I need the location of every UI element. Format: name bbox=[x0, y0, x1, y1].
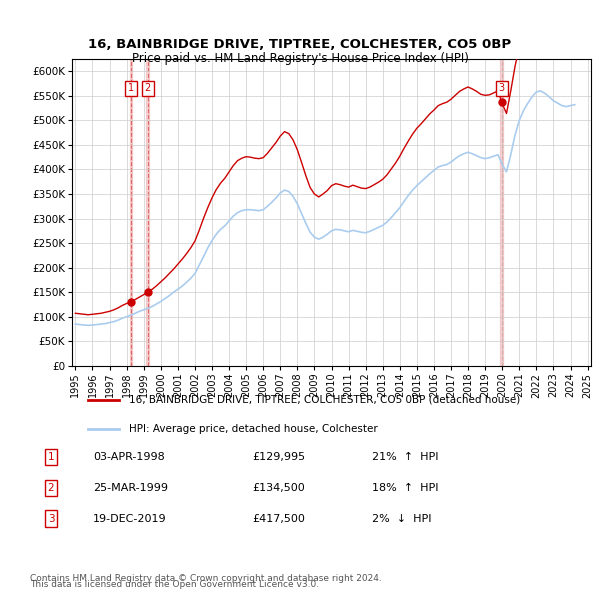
Text: 2: 2 bbox=[47, 483, 55, 493]
Text: 16, BAINBRIDGE DRIVE, TIPTREE, COLCHESTER, CO5 0BP (detached house): 16, BAINBRIDGE DRIVE, TIPTREE, COLCHESTE… bbox=[129, 395, 520, 405]
Text: This data is licensed under the Open Government Licence v3.0.: This data is licensed under the Open Gov… bbox=[30, 581, 319, 589]
Text: 2%  ↓  HPI: 2% ↓ HPI bbox=[372, 514, 431, 523]
Text: £417,500: £417,500 bbox=[252, 514, 305, 523]
Bar bbox=[500, 59, 503, 366]
Text: 1: 1 bbox=[128, 83, 134, 93]
Bar bbox=[146, 59, 149, 366]
Text: 18%  ↑  HPI: 18% ↑ HPI bbox=[372, 483, 439, 493]
Text: £129,995: £129,995 bbox=[252, 453, 305, 462]
Text: 16, BAINBRIDGE DRIVE, TIPTREE, COLCHESTER, CO5 0BP: 16, BAINBRIDGE DRIVE, TIPTREE, COLCHESTE… bbox=[88, 38, 512, 51]
Text: 3: 3 bbox=[47, 514, 55, 523]
Text: HPI: Average price, detached house, Colchester: HPI: Average price, detached house, Colc… bbox=[129, 424, 378, 434]
Text: 2: 2 bbox=[145, 83, 151, 93]
Text: Price paid vs. HM Land Registry's House Price Index (HPI): Price paid vs. HM Land Registry's House … bbox=[131, 52, 469, 65]
Text: £134,500: £134,500 bbox=[252, 483, 305, 493]
Text: 19-DEC-2019: 19-DEC-2019 bbox=[93, 514, 167, 523]
Text: 03-APR-1998: 03-APR-1998 bbox=[93, 453, 165, 462]
Bar bbox=[130, 59, 132, 366]
Text: 25-MAR-1999: 25-MAR-1999 bbox=[93, 483, 168, 493]
Text: 3: 3 bbox=[499, 83, 505, 93]
Text: 21%  ↑  HPI: 21% ↑ HPI bbox=[372, 453, 439, 462]
Text: Contains HM Land Registry data © Crown copyright and database right 2024.: Contains HM Land Registry data © Crown c… bbox=[30, 574, 382, 583]
Text: 1: 1 bbox=[47, 453, 55, 462]
